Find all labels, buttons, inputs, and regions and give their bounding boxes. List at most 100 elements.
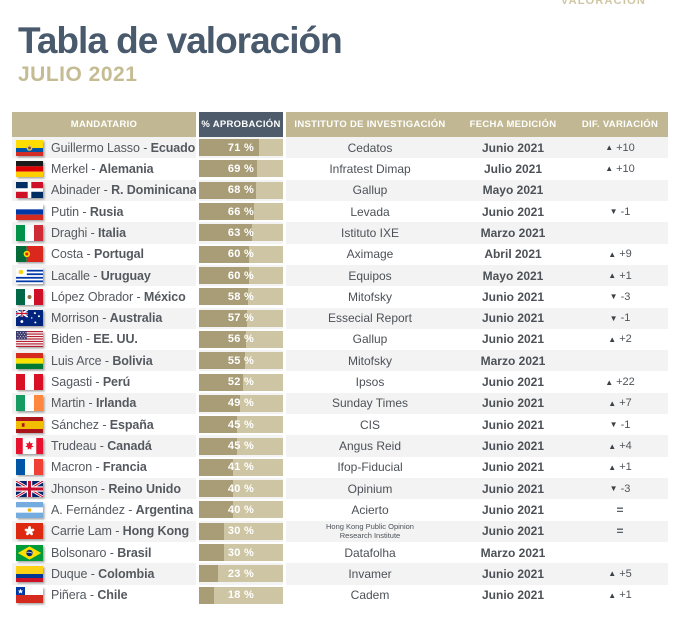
leader-name: Piñera - Chile — [51, 588, 128, 603]
equals-icon: = — [616, 502, 624, 517]
approval-value: 40 % — [227, 482, 255, 495]
approval-bar: 41 % — [199, 458, 283, 476]
table-row: Trudeau - Canadá 45 % Angus Reid Junio 2021… — [12, 435, 668, 457]
page-header: Tabla de valoración JULIO 2021 — [18, 20, 343, 87]
leader-name: López Obrador - México — [51, 289, 186, 304]
leader-name: Morrison - Australia — [51, 311, 163, 326]
date-cell: Junio 2021 — [481, 204, 545, 219]
flag-colombia-icon — [16, 565, 43, 582]
approval-value: 55 % — [227, 354, 255, 367]
leader-cell: Bolsonaro - Brasil — [12, 542, 196, 563]
column-gap — [196, 456, 199, 478]
approval-value: 52 % — [227, 376, 255, 389]
date-cell: Junio 2021 — [481, 289, 545, 304]
approval-bar: 66 % — [199, 203, 283, 221]
date-cell: Junio 2021 — [481, 524, 545, 539]
flag-usa-icon — [16, 331, 43, 348]
approval-cell: 30 % — [199, 521, 283, 542]
approval-value: 71 % — [227, 141, 255, 154]
approval-bar-fill — [199, 373, 243, 391]
institute-cell: Gallup — [352, 183, 388, 198]
header-fecha: FECHA MEDICIÓN — [469, 119, 557, 130]
flag-dominican-republic-icon — [16, 182, 43, 199]
equals-icon: = — [616, 524, 624, 539]
leader-cell: Guillermo Lasso - Ecuador — [12, 137, 200, 158]
leader-cell: Biden - EE. UU. — [12, 329, 196, 350]
column-gap — [196, 520, 199, 542]
table-row: Carrie Lam - Hong Kong 30 % Hong Kong Publ… — [12, 520, 668, 542]
table-row: Bolsonaro - Brasil 30 % Datafolha Marzo 202… — [12, 541, 668, 564]
approval-bar-fill — [199, 437, 237, 455]
variation-cell: ▼ -1 — [572, 308, 668, 329]
approval-bar-fill — [199, 203, 255, 221]
approval-value: 45 % — [227, 418, 255, 431]
variation-value: +5 — [619, 567, 632, 580]
approval-bar-fill — [199, 544, 225, 562]
leader-name: Macron - Francia — [51, 460, 147, 475]
variation-value: -1 — [620, 205, 631, 218]
table-row: Duque - Colombia 23 % Invamer Junio 2021 ▲ +5 — [12, 563, 668, 585]
variation-value: +1 — [619, 589, 632, 602]
column-gap — [283, 158, 286, 180]
approval-value: 69 % — [227, 162, 255, 175]
column-gap — [196, 350, 199, 372]
approval-bar-fill — [199, 267, 250, 285]
approval-bar-fill — [199, 480, 233, 498]
approval-bar-fill — [199, 522, 225, 540]
approval-value: 45 % — [227, 440, 255, 453]
approval-cell: 45 % — [199, 435, 283, 456]
page-title: Tabla de valoración — [18, 20, 343, 61]
variation-cell: ▲ +10 — [572, 158, 668, 179]
leader-name: Duque - Colombia — [51, 566, 155, 581]
variation-value: +1 — [619, 461, 632, 474]
approval-cell: 69 % — [199, 158, 283, 179]
table-row: Morrison - Australia 57 % Essecial Report J… — [12, 307, 668, 329]
approval-value: 66 % — [227, 205, 255, 218]
approval-bar: 56 % — [199, 330, 283, 348]
column-gap — [196, 243, 199, 265]
approval-cell: 52 % — [199, 371, 283, 392]
variation-cell — [572, 222, 668, 243]
flag-uruguay-icon — [16, 267, 43, 284]
column-gap — [196, 328, 199, 351]
date-cell: Junio 2021 — [481, 588, 545, 603]
page-subtitle: JULIO 2021 — [18, 63, 138, 86]
leader-name: Merkel - Alemania — [51, 161, 154, 176]
approval-value: 30 % — [227, 525, 255, 538]
column-gap — [283, 478, 286, 500]
leader-name: Carrie Lam - Hong Kong — [51, 524, 190, 539]
table-row: Biden - EE. UU. 56 % Gallup Junio 2021 ▲ +2 — [12, 328, 668, 351]
approval-cell: 18 % — [199, 585, 283, 606]
variation-cell: ▲ +2 — [572, 329, 668, 350]
approval-bar-fill — [199, 139, 259, 157]
leader-name: Trudeau - Canadá — [51, 439, 152, 454]
approval-bar: 30 % — [199, 522, 283, 540]
flag-hong-kong-icon — [16, 523, 43, 540]
date-cell: Junio 2021 — [481, 502, 545, 517]
institute-cell: Equipos — [348, 268, 392, 283]
institute-cell: Invamer — [348, 566, 392, 581]
approval-value: 49 % — [227, 397, 255, 410]
flag-france-icon — [16, 459, 43, 476]
down-triangle-icon: ▼ — [609, 420, 618, 430]
institute-cell: Ifop-Fiducial — [337, 460, 403, 475]
institute-cell: Sunday Times — [331, 396, 409, 411]
flag-spain-icon — [16, 416, 43, 433]
column-gap — [196, 222, 199, 244]
column-gap — [283, 350, 286, 372]
leader-name: Guillermo Lasso - Ecuador — [51, 140, 200, 155]
leader-name: Luis Arce - Bolivia — [51, 353, 153, 368]
variation-cell: ▼ -3 — [572, 478, 668, 499]
approval-value: 60 % — [227, 269, 255, 282]
column-gap — [196, 137, 199, 159]
leader-cell: Macron - Francia — [12, 457, 196, 478]
column-gap — [196, 286, 199, 308]
variation-cell — [572, 542, 668, 563]
institute-cell: Ipsos — [355, 375, 385, 390]
approval-bar: 45 % — [199, 437, 283, 455]
approval-bar-fill — [199, 458, 234, 476]
approval-cell: 68 % — [199, 180, 283, 201]
approval-bar-fill — [199, 394, 241, 412]
institute-cell: Cadem — [350, 588, 390, 603]
table-header-row: MANDATARIO % APROBACIÓN INSTITUTO DE INV… — [12, 112, 668, 137]
